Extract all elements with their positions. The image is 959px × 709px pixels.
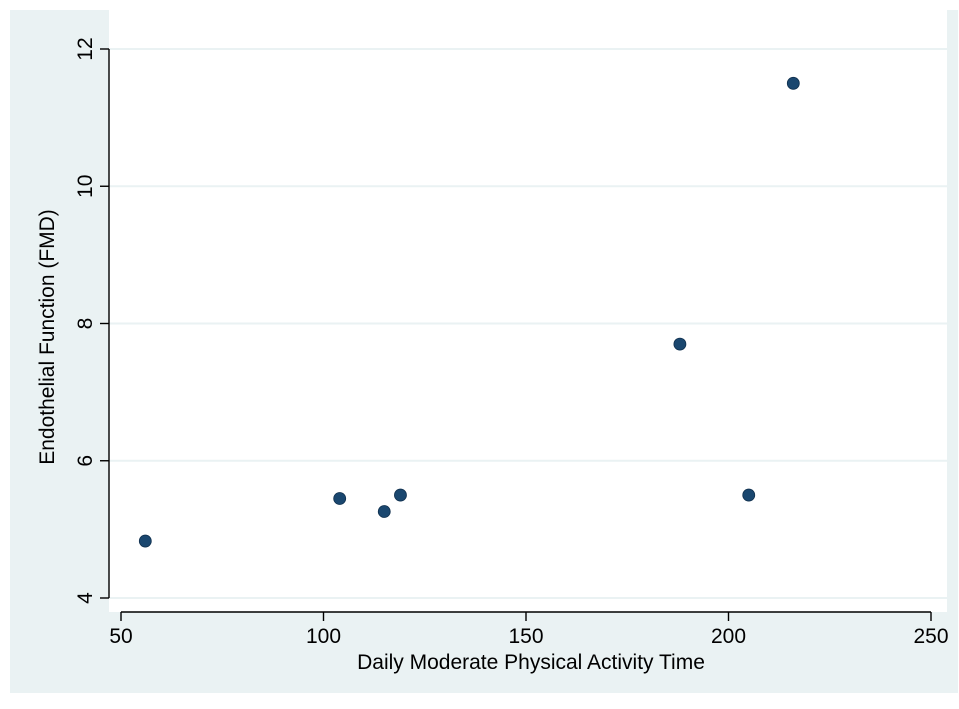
data-point xyxy=(138,534,152,548)
y-tick-label: 10 xyxy=(74,175,97,198)
grid-lines xyxy=(109,48,947,599)
x-tick-label: 200 xyxy=(711,625,746,648)
data-point xyxy=(673,337,687,351)
y-axis-title: Endothelial Function (FMD) xyxy=(36,209,59,465)
axis-ticks: 50 100 150 200 250 4 6 8 10 12 xyxy=(74,37,949,648)
y-tick-label: 8 xyxy=(74,318,97,330)
x-axis-title: Daily Moderate Physical Activity Time xyxy=(357,651,705,674)
data-points xyxy=(138,76,800,548)
y-tick-label: 12 xyxy=(74,37,97,60)
x-tick-label: 100 xyxy=(306,625,341,648)
plot-area xyxy=(109,10,947,612)
data-point xyxy=(333,492,347,505)
x-tick-label: 150 xyxy=(508,625,543,648)
y-tick-label: 4 xyxy=(74,592,97,604)
data-point xyxy=(394,488,407,502)
x-tick-label: 50 xyxy=(109,625,132,648)
data-point xyxy=(377,505,391,518)
data-point xyxy=(742,488,756,502)
x-tick-label: 250 xyxy=(913,625,948,648)
y-tick-label: 6 xyxy=(74,455,97,467)
data-point xyxy=(786,76,800,90)
